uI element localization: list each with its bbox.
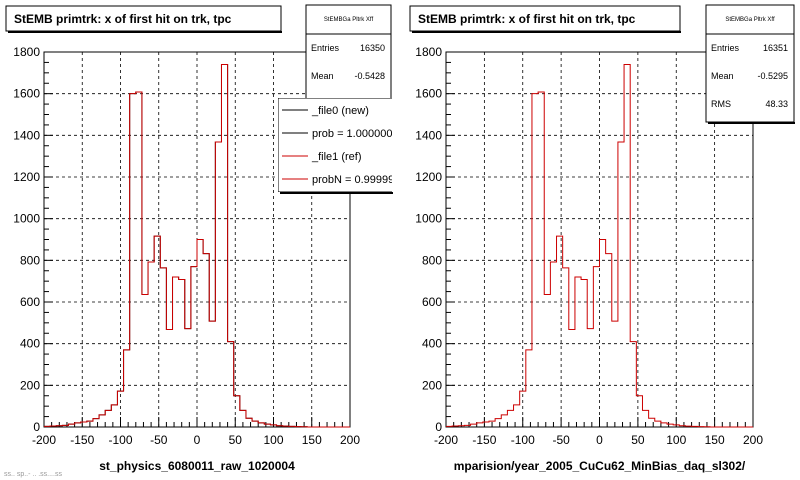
x-tick-label: -100	[108, 433, 132, 447]
y-tick-label: 1600	[13, 87, 40, 101]
stats-label: RMS	[711, 99, 731, 109]
x-axis-label: st_physics_6080011_raw_1020004	[99, 459, 295, 473]
y-tick-label: 1000	[13, 212, 40, 226]
stats-name: StEMBGa Pltrk Xff	[725, 17, 775, 23]
stats-label: Mean	[311, 71, 334, 81]
title-box	[5, 5, 282, 32]
x-tick-label: 150	[302, 433, 322, 447]
stats-value: -0.5295	[757, 71, 788, 81]
stats-label: Entries	[311, 43, 340, 53]
y-tick-label: 600	[422, 295, 442, 309]
stats-value: 48.33	[765, 99, 788, 109]
x-tick-label: -100	[511, 433, 535, 447]
x-tick-label: 50	[229, 433, 243, 447]
stats-box	[705, 4, 795, 123]
legend-label: probN = 0.99999	[312, 174, 394, 186]
x-tick-label: -200	[32, 433, 56, 447]
y-tick-label: 1800	[415, 45, 442, 59]
y-tick-label: 200	[20, 378, 40, 392]
histogram-series-1	[44, 64, 350, 428]
x-tick-label: -50	[150, 433, 168, 447]
legend-label: _file1 (ref)	[311, 151, 362, 163]
y-tick-label: 400	[20, 337, 40, 351]
legend: _file0 (new) prob = 1.000000 _file1 (ref) p…	[278, 98, 394, 192]
title-box	[409, 5, 681, 32]
right-histogram-panel: -200 -150 -100 -50 0 50 100 150 200 0 200 400 600 800…	[409, 4, 795, 473]
x-tick-label: 200	[340, 433, 360, 447]
x-tick-label: 150	[705, 433, 725, 447]
histogram-series-0	[446, 64, 753, 428]
y-tick-label: 1200	[415, 170, 442, 184]
legend-label: _file0 (new)	[311, 105, 369, 117]
chart-title: StEMB primtrk: x of first hit on trk, tp…	[418, 12, 636, 26]
y-tick-label: 0	[33, 420, 40, 434]
stats-label: Entries	[711, 43, 740, 53]
y-tick-label: 400	[422, 337, 442, 351]
y-tick-label: 800	[20, 253, 40, 267]
x-tick-label: -150	[70, 433, 94, 447]
x-tick-label: 0	[596, 433, 603, 447]
stats-value: -0.5428	[354, 71, 385, 81]
stats-value: 16351	[763, 43, 788, 53]
y-tick-label: 1600	[415, 87, 442, 101]
x-tick-label: 50	[631, 433, 645, 447]
chart-title: StEMB primtrk: x of first hit on trk, tp…	[14, 12, 232, 26]
y-tick-label: 1400	[415, 128, 442, 142]
y-tick-label: 1200	[13, 170, 40, 184]
y-tick-label: 600	[20, 295, 40, 309]
x-tick-label: 100	[666, 433, 686, 447]
x-tick-label: -50	[552, 433, 570, 447]
y-tick-label: 1800	[13, 45, 40, 59]
legend-box	[278, 98, 392, 192]
stats-label: Mean	[711, 71, 734, 81]
y-tick-label: 0	[435, 420, 442, 434]
x-tick-label: 0	[194, 433, 201, 447]
x-tick-label: 200	[743, 433, 763, 447]
x-tick-label: -200	[434, 433, 458, 447]
stats-name: StEMBGa Pltrk Xff	[324, 17, 374, 23]
footer-stub-text: ss.. sp..- .. .ss....ss	[4, 471, 62, 478]
stats-value: 16350	[360, 43, 385, 53]
legend-label: prob = 1.000000	[312, 128, 392, 140]
x-tick-label: -150	[472, 433, 496, 447]
x-tick-label: 100	[263, 433, 283, 447]
y-tick-label: 800	[422, 253, 442, 267]
y-tick-label: 200	[422, 378, 442, 392]
left-histogram-panel: -200 -150 -100 -50 0 50 100 150 200 0 200 400 600 800…	[5, 4, 394, 473]
x-axis-label: mparision/year_2005_CuCu62_MinBias_daq_s…	[454, 459, 746, 473]
y-tick-label: 1000	[415, 212, 442, 226]
y-tick-label: 1400	[13, 128, 40, 142]
